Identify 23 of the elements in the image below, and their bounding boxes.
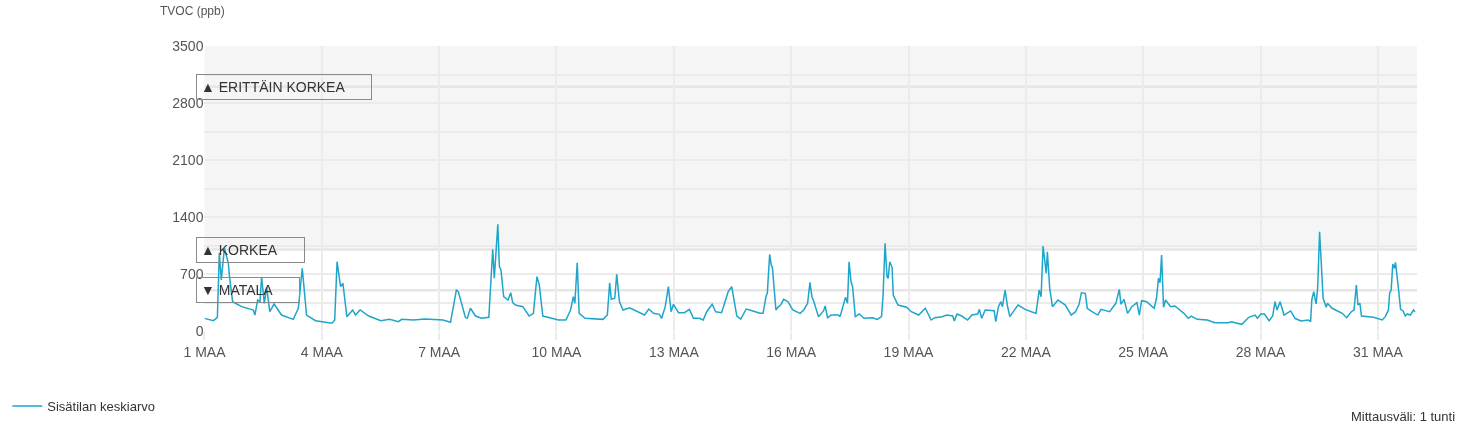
y-axis-title: TVOC (ppb): [160, 4, 225, 18]
x-tick-label: 16 MAA: [766, 343, 817, 360]
y-tick-label: 700: [180, 265, 204, 282]
x-tick-label: 25 MAA: [1118, 343, 1169, 360]
line-series: [204, 223, 1416, 326]
y-tick-label: 1400: [172, 208, 204, 225]
x-tick-label: 13 MAA: [648, 343, 700, 360]
x-tick-label: 1 MAA: [183, 343, 227, 360]
x-tick-label: 22 MAA: [1000, 343, 1052, 360]
y-tick-label: 2800: [172, 94, 204, 111]
legend-label: Sisätilan keskiarvo: [47, 399, 155, 415]
x-tick-label: 19 MAA: [883, 343, 935, 360]
y-tick-label: 0: [195, 322, 204, 339]
text: Mittausväli: 1 tunti: [1351, 409, 1456, 421]
x-tick-label: 28 MAA: [1235, 343, 1287, 360]
x-tick-label: 10 MAA: [531, 343, 583, 360]
ref-line-label: ▲ ERITTÄIN KORKEA: [201, 79, 368, 95]
y-tick-label: 2100: [172, 151, 204, 168]
ref-line-label: ▲ KORKEA: [201, 242, 300, 258]
x-tick-label: 7 MAA: [418, 343, 461, 360]
x-tick-label: 31 MAA: [1352, 343, 1404, 360]
y-tick-label: 3500: [172, 37, 204, 54]
x-tick-label: 4 MAA: [300, 343, 344, 360]
